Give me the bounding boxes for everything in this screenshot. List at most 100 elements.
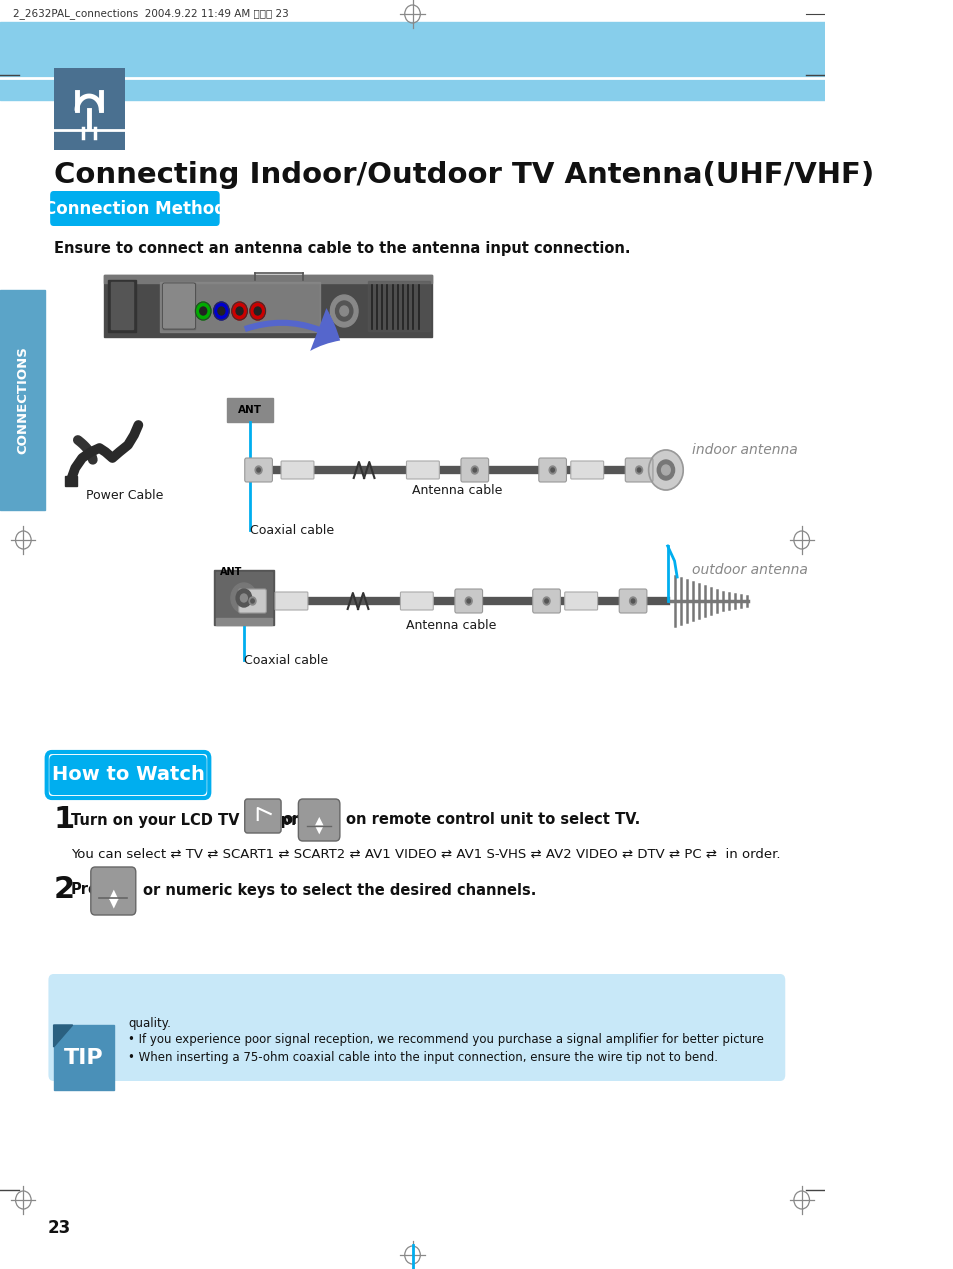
Text: on remote control unit to select TV.: on remote control unit to select TV. xyxy=(346,812,639,827)
Circle shape xyxy=(213,302,229,320)
FancyBboxPatch shape xyxy=(245,458,273,482)
Text: TIP: TIP xyxy=(64,1048,104,1068)
Bar xyxy=(104,275,432,338)
Text: outdoor antenna: outdoor antenna xyxy=(691,563,807,577)
Bar xyxy=(53,1025,114,1090)
Text: How to Watch: How to Watch xyxy=(51,765,204,784)
Polygon shape xyxy=(53,1025,72,1047)
Circle shape xyxy=(251,599,254,603)
FancyBboxPatch shape xyxy=(624,458,652,482)
Text: Coaxial cable: Coaxial cable xyxy=(244,654,328,666)
FancyBboxPatch shape xyxy=(532,589,559,613)
Circle shape xyxy=(473,468,476,472)
Bar xyxy=(111,282,133,329)
Circle shape xyxy=(235,307,243,315)
Circle shape xyxy=(660,464,670,475)
Circle shape xyxy=(232,302,247,320)
FancyBboxPatch shape xyxy=(238,589,266,613)
Bar xyxy=(216,618,272,626)
Circle shape xyxy=(549,466,556,475)
Text: Power Cable: Power Cable xyxy=(87,489,164,501)
FancyBboxPatch shape xyxy=(618,589,646,613)
Text: ANT: ANT xyxy=(219,567,242,577)
Circle shape xyxy=(550,468,554,472)
Text: ANT: ANT xyxy=(336,264,351,270)
FancyBboxPatch shape xyxy=(298,799,339,841)
Text: Connecting Indoor/Outdoor TV Antenna(UHF/VHF): Connecting Indoor/Outdoor TV Antenna(UHF… xyxy=(53,161,873,189)
FancyBboxPatch shape xyxy=(460,458,488,482)
Text: ANT: ANT xyxy=(237,405,262,415)
FancyBboxPatch shape xyxy=(406,461,439,478)
Circle shape xyxy=(335,301,353,321)
Text: 1: 1 xyxy=(53,806,74,835)
Text: ▼: ▼ xyxy=(109,896,118,910)
Text: ▼: ▼ xyxy=(314,825,323,835)
Text: Turn on your LCD TV and press: Turn on your LCD TV and press xyxy=(71,812,326,827)
Bar xyxy=(108,280,135,332)
FancyBboxPatch shape xyxy=(50,755,207,794)
Bar xyxy=(65,476,77,486)
Text: Coaxial cable: Coaxial cable xyxy=(250,524,334,537)
Text: Ensure to connect an antenna cable to the antenna input connection.: Ensure to connect an antenna cable to th… xyxy=(53,241,630,255)
Circle shape xyxy=(199,307,207,315)
Bar xyxy=(162,283,195,329)
FancyBboxPatch shape xyxy=(51,192,219,226)
Circle shape xyxy=(231,582,256,613)
Bar xyxy=(213,570,274,626)
Circle shape xyxy=(250,302,265,320)
Text: You can select ⇄ TV ⇄ SCART1 ⇄ SCART2 ⇄ AV1 VIDEO ⇄ AV1 S-VHS ⇄ AV2 VIDEO ⇄ DTV : You can select ⇄ TV ⇄ SCART1 ⇄ SCART2 ⇄ … xyxy=(71,848,780,860)
Bar xyxy=(104,275,432,283)
FancyBboxPatch shape xyxy=(281,461,314,478)
Bar xyxy=(367,280,430,331)
Circle shape xyxy=(648,450,682,490)
Circle shape xyxy=(254,466,262,475)
Text: or: or xyxy=(282,812,299,827)
Text: Antenna cable: Antenna cable xyxy=(406,618,497,632)
FancyBboxPatch shape xyxy=(53,69,125,150)
Circle shape xyxy=(254,307,261,315)
Text: 2: 2 xyxy=(53,876,74,905)
Circle shape xyxy=(542,596,550,605)
Bar xyxy=(0,22,824,100)
Text: quality.: quality. xyxy=(128,1016,171,1029)
Circle shape xyxy=(235,589,252,607)
Circle shape xyxy=(544,599,548,603)
Text: CONNECTIONS: CONNECTIONS xyxy=(16,346,29,454)
Circle shape xyxy=(256,468,260,472)
FancyBboxPatch shape xyxy=(564,593,597,610)
Circle shape xyxy=(240,594,247,602)
Text: S-VHS   Y   Pb   h   L(MONO)R: S-VHS Y Pb h L(MONO)R xyxy=(196,265,287,270)
Text: Antenna cable: Antenna cable xyxy=(412,483,502,496)
Circle shape xyxy=(330,294,357,327)
Circle shape xyxy=(217,307,225,315)
Circle shape xyxy=(249,596,255,605)
Text: ▲: ▲ xyxy=(314,816,323,826)
FancyBboxPatch shape xyxy=(400,593,433,610)
Text: AC~IN: AC~IN xyxy=(110,264,132,270)
Circle shape xyxy=(631,599,634,603)
Text: 2_2632PAL_connections  2004.9.22 11:49 AM 페이지 23: 2_2632PAL_connections 2004.9.22 11:49 AM… xyxy=(13,9,289,19)
Bar xyxy=(227,398,273,423)
FancyBboxPatch shape xyxy=(538,458,566,482)
Text: Connection Method: Connection Method xyxy=(44,201,226,218)
Text: or numeric keys to select the desired channels.: or numeric keys to select the desired ch… xyxy=(143,882,536,897)
Circle shape xyxy=(629,596,636,605)
FancyBboxPatch shape xyxy=(455,589,482,613)
Circle shape xyxy=(465,596,472,605)
FancyBboxPatch shape xyxy=(274,593,308,610)
Circle shape xyxy=(339,306,348,316)
Text: R/SCART: R/SCART xyxy=(384,265,411,270)
FancyBboxPatch shape xyxy=(162,283,195,329)
Text: Press: Press xyxy=(71,882,116,897)
FancyBboxPatch shape xyxy=(245,799,281,832)
Bar xyxy=(216,572,272,621)
Circle shape xyxy=(637,468,640,472)
Text: • When inserting a 75-ohm coaxial cable into the input connection, ensure the wi: • When inserting a 75-ohm coaxial cable … xyxy=(128,1051,718,1063)
Text: indoor antenna: indoor antenna xyxy=(691,443,797,457)
FancyBboxPatch shape xyxy=(91,867,135,915)
Text: ▲: ▲ xyxy=(109,887,118,901)
FancyBboxPatch shape xyxy=(49,975,784,1081)
Circle shape xyxy=(195,302,211,320)
Text: • If you experience poor signal reception, we recommend you purchase a signal am: • If you experience poor signal receptio… xyxy=(128,1033,763,1046)
Bar xyxy=(160,282,319,332)
